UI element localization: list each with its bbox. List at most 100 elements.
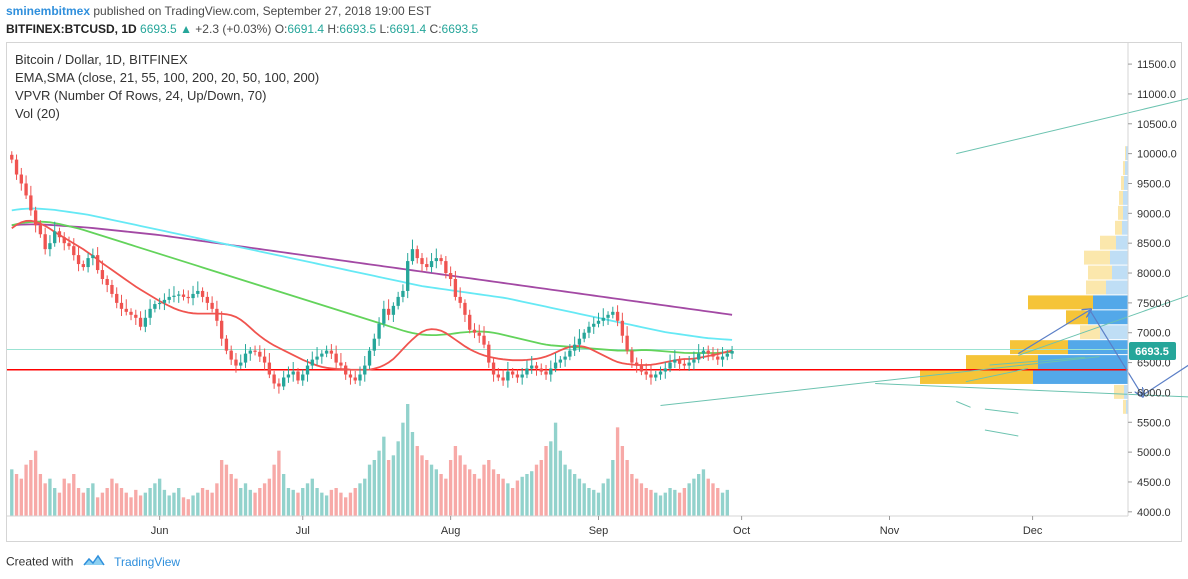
volume-bar — [391, 455, 396, 516]
tradingview-logo-icon[interactable] — [83, 554, 105, 571]
candle-body — [568, 350, 572, 357]
volume-bar — [611, 460, 615, 516]
candle-body — [215, 308, 219, 321]
candle-body — [186, 296, 190, 299]
vpvr-row-up — [1033, 370, 1128, 384]
volume-bar — [167, 495, 171, 516]
symbol-bar: BITFINEX:BTCUSD, 1D 6693.5 ▲ +2.3 (+0.03… — [6, 22, 478, 36]
symbol-name: BITFINEX:BTCUSD, 1D — [6, 22, 137, 36]
volume-bar — [487, 460, 491, 516]
candle-body — [663, 368, 667, 372]
candle-body — [572, 344, 577, 351]
volume-bar — [119, 488, 124, 516]
candle-body — [91, 255, 95, 259]
candle-body — [439, 258, 443, 262]
short-trend-line — [956, 400, 971, 408]
candle-body — [29, 195, 33, 211]
candle-body — [105, 279, 109, 285]
candle-body — [673, 359, 677, 363]
vpvr-row-down — [1100, 235, 1116, 250]
volume-bar — [310, 478, 314, 516]
candle-body — [448, 273, 453, 279]
volume-bar — [682, 488, 687, 516]
candle-body — [24, 183, 28, 196]
volume-bar — [716, 488, 720, 516]
volume-bar — [634, 478, 639, 516]
volume-bar — [372, 460, 376, 516]
vpvr-row-down — [1086, 280, 1106, 295]
legend-ma[interactable]: EMA,SMA (close, 21, 55, 100, 200, 20, 50… — [15, 70, 320, 85]
volume-bar — [677, 492, 682, 516]
volume-bar — [406, 404, 410, 516]
volume-bar — [510, 488, 515, 516]
tradingview-brand[interactable]: TradingView — [114, 554, 181, 569]
volume-bar — [43, 483, 47, 516]
candle-body — [649, 374, 653, 378]
ema21-line — [11, 219, 733, 371]
author-name[interactable]: sminembitmex — [6, 4, 91, 18]
candle-body — [482, 335, 486, 345]
volume-bar — [506, 483, 510, 516]
candle-body — [134, 314, 138, 318]
y-tick-label: 8000.0 — [1137, 268, 1171, 280]
volume-bar — [19, 478, 23, 516]
candle-body — [253, 350, 257, 352]
last-price-label: 6693.5 — [1135, 346, 1169, 358]
volume-bar — [367, 464, 372, 516]
candle-body — [95, 255, 100, 271]
volume-bar — [234, 478, 238, 516]
volume-bar — [115, 483, 119, 516]
volume-bar — [329, 489, 334, 516]
candle-body — [200, 290, 205, 297]
vpvr-row-down — [1088, 265, 1112, 280]
candle-body — [644, 371, 648, 375]
candle-body — [582, 332, 586, 339]
volume-bar — [267, 478, 272, 516]
legend-vpvr[interactable]: VPVR (Number Of Rows, 24, Up/Down, 70) — [15, 88, 267, 103]
candle-body — [377, 323, 381, 339]
volume-bar — [711, 483, 715, 516]
volume-bar — [420, 455, 424, 516]
candle-body — [181, 294, 186, 297]
open-label: O: — [274, 22, 288, 36]
ema55-line — [11, 220, 733, 354]
y-tick-label: 7000.0 — [1137, 328, 1171, 340]
volume-bar — [582, 483, 586, 516]
candle-body — [334, 353, 338, 363]
vpvr-row-down — [1123, 399, 1126, 414]
candle-body — [611, 311, 615, 315]
volume-bar — [91, 483, 95, 516]
volume-bar — [429, 464, 434, 516]
candle-body — [210, 302, 214, 309]
candle-body — [234, 359, 238, 366]
candle-body — [434, 258, 438, 262]
volume-bar — [534, 464, 539, 516]
legend-vol[interactable]: Vol (20) — [15, 106, 60, 121]
publish-header: sminembitmex published on TradingView.co… — [6, 4, 431, 18]
volume-bar — [110, 478, 114, 516]
candle-body — [429, 261, 434, 268]
candle-body — [510, 371, 515, 375]
volume-bar — [239, 488, 243, 516]
y-tick-label: 5000.0 — [1137, 447, 1171, 459]
y-tick-label: 6500.0 — [1137, 358, 1171, 370]
low-label: L: — [379, 22, 390, 36]
volume-bar — [596, 492, 601, 516]
candle-body — [401, 290, 405, 297]
candle-body — [506, 371, 510, 381]
last-price: 6693.5 — [140, 22, 177, 36]
volume-bar — [67, 483, 71, 516]
volume-bar — [57, 492, 62, 516]
volume-bar — [639, 483, 644, 516]
vpvr-row-up — [1112, 265, 1128, 280]
volume-bar — [191, 495, 195, 516]
candle-body — [286, 374, 291, 378]
volume-bar — [587, 488, 591, 516]
candle-body — [458, 296, 462, 303]
candle-body — [367, 350, 372, 366]
volume-bar — [491, 469, 496, 516]
chart-frame[interactable] — [6, 42, 1182, 542]
candle-body — [539, 368, 543, 372]
volume-bar — [76, 488, 81, 516]
